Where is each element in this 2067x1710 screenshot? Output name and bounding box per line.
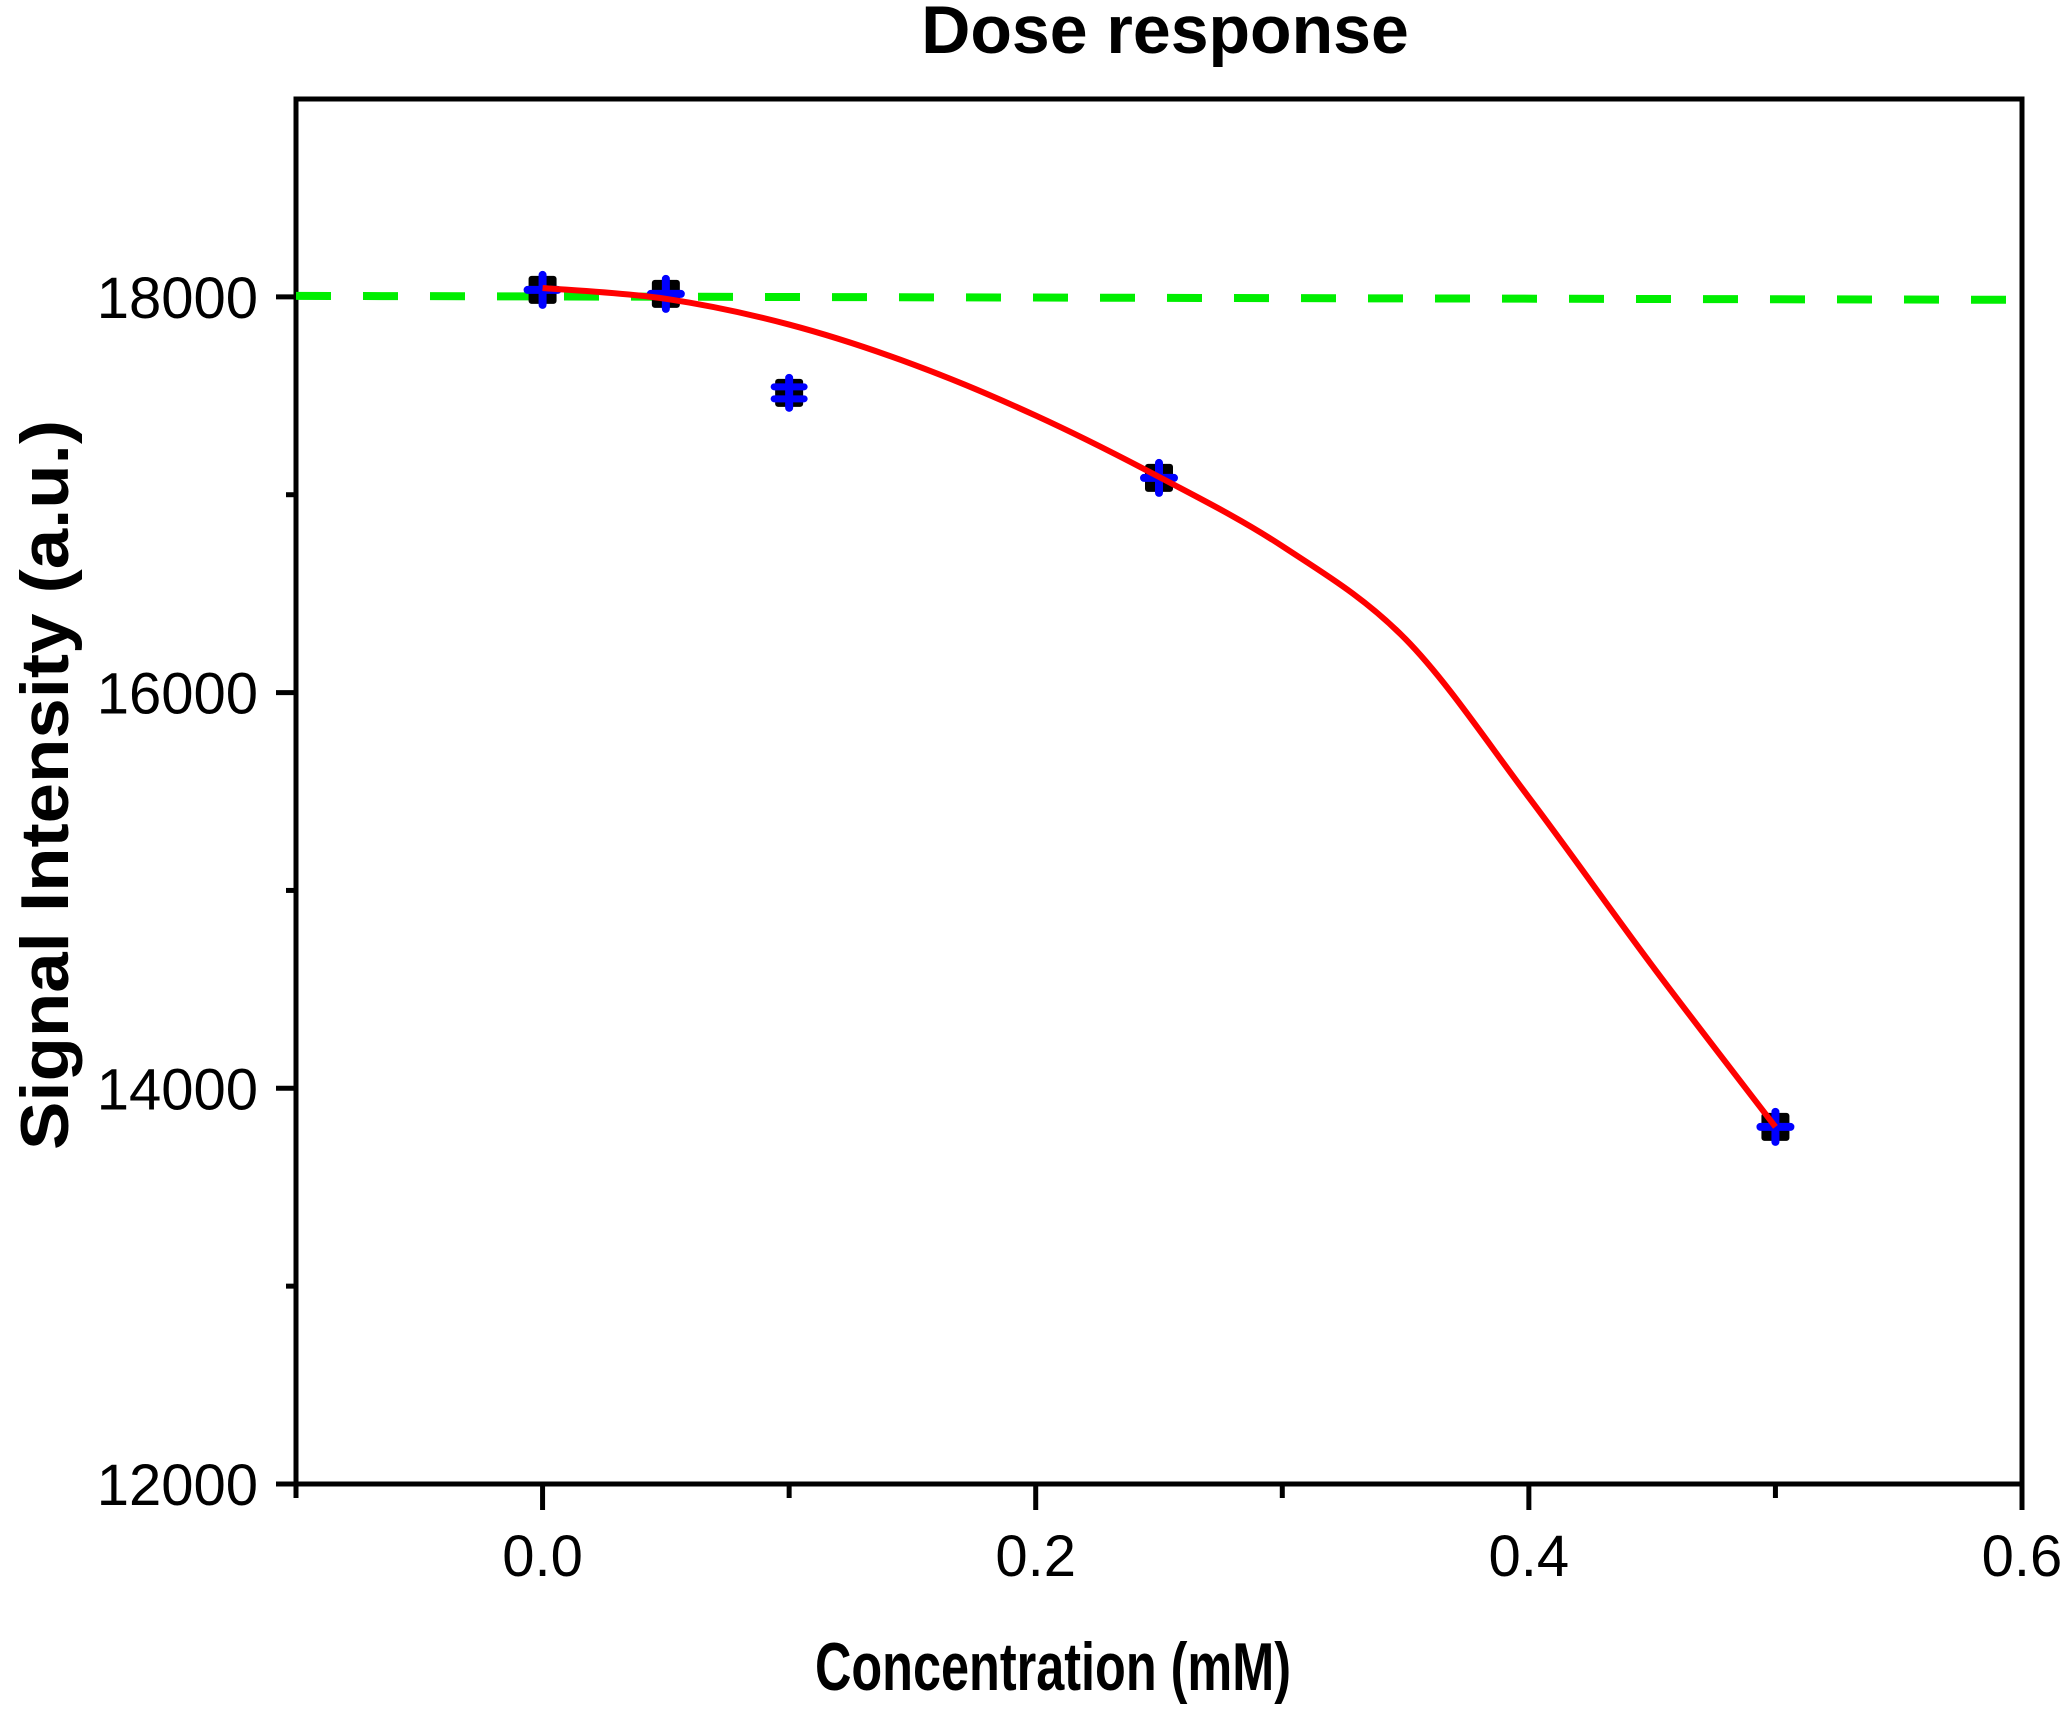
- x-tick-label: 0.2: [995, 1524, 1076, 1589]
- y-tick-label: 16000: [97, 662, 258, 727]
- baseline-dashed-line: [295, 291, 2023, 304]
- data-point: [770, 373, 808, 412]
- y-tick-label: 18000: [97, 266, 258, 331]
- plot-area-border: [293, 96, 2025, 1487]
- data-point: [646, 274, 685, 313]
- y-tick-label: 12000: [97, 1453, 258, 1518]
- x-axis-ticks: [293, 1484, 2025, 1510]
- plot-frame: [293, 96, 2025, 1487]
- x-axis-label: Concentration (mM): [815, 1629, 1291, 1705]
- y-axis-ticks: [276, 294, 296, 1487]
- fit-curve-line: [542, 284, 1778, 1129]
- chart-title: Dose response: [921, 0, 1409, 68]
- x-tick-label: 0.6: [1982, 1524, 2063, 1589]
- series-layer: [295, 270, 2023, 1146]
- y-axis-label: Signal Intensity (a.u.): [7, 420, 83, 1150]
- x-axis-tick-labels: 0.0 0.2 0.4 0.6: [502, 1524, 2062, 1589]
- x-tick-label: 0.4: [1489, 1524, 1570, 1589]
- y-axis-tick-labels: 12000 14000 16000 18000: [97, 266, 258, 1518]
- x-tick-label: 0.0: [502, 1524, 583, 1589]
- y-tick-label: 14000: [97, 1057, 258, 1122]
